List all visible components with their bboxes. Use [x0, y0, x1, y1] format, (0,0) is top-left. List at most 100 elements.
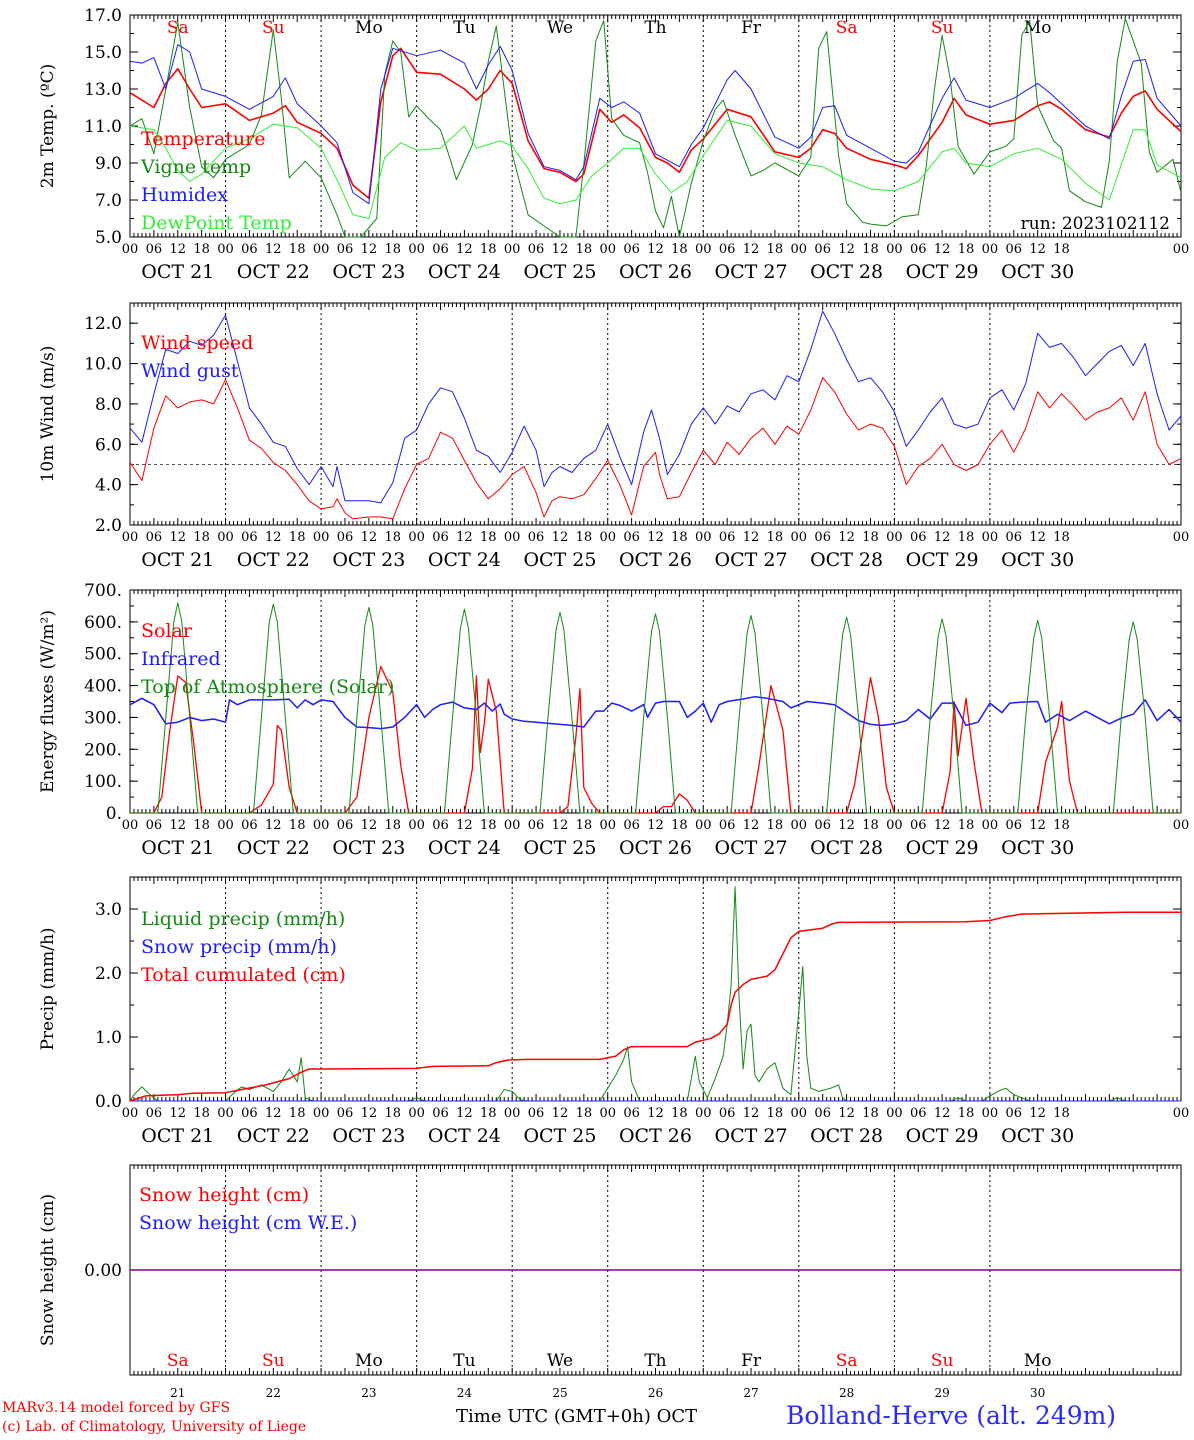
hour-tick-label: 18	[767, 242, 784, 257]
weekday-label: Sa	[167, 1351, 189, 1371]
hour-tick-label: 18	[289, 242, 306, 257]
hour-tick-label: 00	[1173, 530, 1190, 545]
y-tick-label: 1.0	[95, 1028, 122, 1048]
hour-tick-label: 00	[408, 242, 425, 257]
hour-tick-label: 06	[910, 242, 927, 257]
hour-tick-label: 12	[743, 530, 760, 545]
date-label: OCT 22	[237, 1125, 310, 1147]
y-tick-label: 12.0	[84, 314, 122, 334]
hour-tick-label: 18	[671, 818, 688, 833]
hour-tick-label: 00	[982, 530, 999, 545]
hour-tick-label: 18	[576, 242, 593, 257]
hour-tick-label: 06	[1006, 1106, 1023, 1121]
hour-tick-label: 12	[934, 530, 951, 545]
hour-tick-label: 18	[384, 1106, 401, 1121]
hour-tick-label: 12	[361, 242, 378, 257]
hour-tick-label: 18	[862, 1106, 879, 1121]
legend-entry: Wind gust	[141, 360, 239, 382]
date-label: OCT 21	[141, 549, 214, 571]
y-tick-label: 500.	[84, 645, 122, 665]
hour-tick-label: 12	[743, 242, 760, 257]
day-number-label: 27	[743, 1386, 758, 1400]
hour-tick-label: 18	[576, 818, 593, 833]
date-label: OCT 28	[810, 837, 883, 859]
y-tick-label: 400.	[84, 677, 122, 697]
y-tick-label: 17.0	[84, 6, 122, 26]
hour-tick-label: 18	[767, 818, 784, 833]
date-label: OCT 27	[715, 261, 788, 283]
panel-1: 5.0 7.0 9.0 11.0 13.0 15.0 17.0 2m Temp. (ºC) Sa…	[38, 6, 1189, 283]
hour-tick-label: 12	[647, 818, 664, 833]
hour-tick-label: 12	[456, 530, 473, 545]
hour-tick-label: 06	[719, 242, 736, 257]
date-label: OCT 25	[523, 549, 596, 571]
hour-tick-label: 18	[384, 530, 401, 545]
hour-tick-label: 18	[193, 530, 210, 545]
hour-tick-label: 12	[743, 818, 760, 833]
date-label: OCT 28	[810, 261, 883, 283]
hour-tick-label: 12	[456, 818, 473, 833]
date-label: OCT 26	[619, 261, 692, 283]
hour-tick-label: 06	[1006, 818, 1023, 833]
hour-tick-label: 18	[480, 818, 497, 833]
series-line	[129, 44, 1182, 205]
date-label: OCT 28	[810, 1125, 883, 1147]
hour-tick-label: 12	[265, 530, 282, 545]
plot-frame	[129, 302, 1182, 526]
hour-tick-label: 18	[289, 818, 306, 833]
date-label: OCT 24	[428, 1125, 501, 1147]
hour-tick-label: 00	[122, 818, 139, 833]
hour-tick-label: 06	[623, 818, 640, 833]
hour-tick-label: 06	[814, 530, 831, 545]
hour-tick-label: 18	[576, 1106, 593, 1121]
hour-tick-label: 18	[289, 530, 306, 545]
y-tick-label: 11.0	[84, 117, 122, 137]
hour-tick-label: 06	[719, 818, 736, 833]
series-line	[129, 47, 1182, 199]
hour-tick-label: 06	[528, 1106, 545, 1121]
hour-tick-label: 18	[958, 1106, 975, 1121]
date-label: OCT 22	[237, 549, 310, 571]
series-line	[129, 310, 1182, 504]
hour-tick-label: 18	[671, 530, 688, 545]
hour-tick-label: 00	[504, 1106, 521, 1121]
hour-tick-label: 12	[456, 242, 473, 257]
hour-tick-label: 18	[767, 530, 784, 545]
y-axis-title: Precip (mm/h)	[38, 927, 58, 1050]
y-tick-label: 5.0	[95, 228, 122, 248]
hour-tick-label: 18	[767, 1106, 784, 1121]
lab-credit: (c) Lab. of Climatology, University of L…	[2, 1419, 307, 1435]
hour-tick-label: 12	[361, 1106, 378, 1121]
weekday-label: Su	[931, 1351, 954, 1371]
date-label: OCT 22	[237, 261, 310, 283]
hour-tick-label: 06	[719, 530, 736, 545]
weekday-label: Sa	[836, 1351, 858, 1371]
hour-tick-label: 06	[432, 242, 449, 257]
y-tick-label: 0.	[106, 804, 122, 824]
y-tick-label: 600.	[84, 613, 122, 633]
y-tick-label: 2.0	[95, 964, 122, 984]
weekday-label: Tu	[453, 18, 475, 38]
hour-tick-label: 18	[862, 818, 879, 833]
hour-tick-label: 06	[910, 818, 927, 833]
date-label: OCT 29	[906, 837, 979, 859]
hour-tick-label: 06	[432, 818, 449, 833]
hour-tick-label: 18	[193, 818, 210, 833]
date-label: OCT 29	[906, 261, 979, 283]
date-label: OCT 25	[523, 837, 596, 859]
hour-tick-label: 00	[1173, 242, 1190, 257]
hour-tick-label: 00	[217, 530, 234, 545]
hour-tick-label: 00	[886, 818, 903, 833]
legend-entry: Infrared	[141, 648, 221, 670]
y-axis-title: 10m Wind (m/s)	[38, 346, 58, 483]
hour-tick-label: 18	[862, 530, 879, 545]
hour-tick-label: 06	[814, 818, 831, 833]
date-label: OCT 27	[715, 1125, 788, 1147]
hour-tick-label: 12	[1029, 530, 1046, 545]
legend-entry: Total cumulated (cm)	[141, 964, 346, 986]
hour-tick-label: 12	[265, 818, 282, 833]
legend-entry: Snow height (cm)	[139, 1184, 309, 1206]
hour-tick-label: 06	[528, 818, 545, 833]
legend-entry: Vigne temp	[140, 156, 251, 178]
y-tick-label: 300.	[84, 708, 122, 728]
